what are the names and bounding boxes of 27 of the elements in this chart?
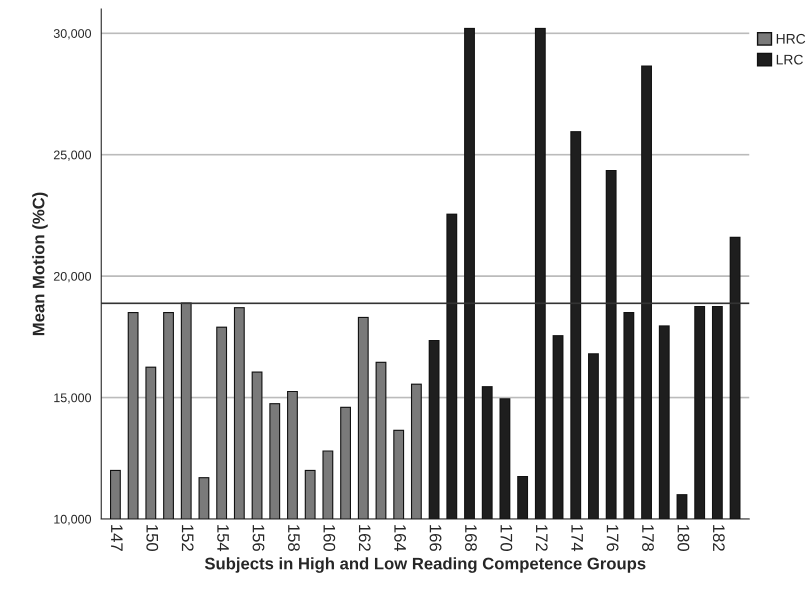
x-tick-label: 172 — [536, 525, 548, 551]
y-axis-title: Mean Motion (%C) — [32, 192, 48, 336]
x-tick-label: 180 — [677, 525, 690, 552]
x-tick-label: 170 — [500, 525, 512, 552]
x-axis-title: Subjects in High and Low Reading Competence Groups — [204, 557, 646, 573]
x-tick-label: 160 — [323, 525, 336, 552]
x-tick-label: 164 — [394, 525, 406, 552]
legend-label: HRC — [776, 34, 806, 44]
y-tick-label: 15,000 — [54, 393, 92, 404]
x-tick-label: 166 — [430, 525, 442, 551]
x-tick-label: 158 — [288, 525, 300, 551]
x-tick-label: 168 — [465, 525, 477, 551]
y-tick-label: 25,000 — [54, 150, 92, 161]
x-tick-label: 152 — [182, 525, 194, 551]
x-tick-label: 174 — [571, 525, 583, 552]
x-tick-label: 154 — [217, 525, 229, 552]
legend-label: LRC — [776, 54, 803, 65]
x-tick-label: 178 — [642, 525, 654, 551]
y-tick-label: 30,000 — [54, 29, 92, 40]
x-tick-label: 162 — [358, 525, 371, 551]
x-tick-label: 176 — [606, 525, 618, 551]
y-tick-label: 20,000 — [54, 272, 92, 282]
y-tick-label: 10,000 — [54, 514, 92, 526]
x-tick-label: 147 — [111, 525, 123, 551]
x-tick-label: 150 — [146, 525, 158, 552]
x-tick-label: 156 — [252, 525, 264, 551]
x-tick-label: 182 — [712, 525, 725, 551]
